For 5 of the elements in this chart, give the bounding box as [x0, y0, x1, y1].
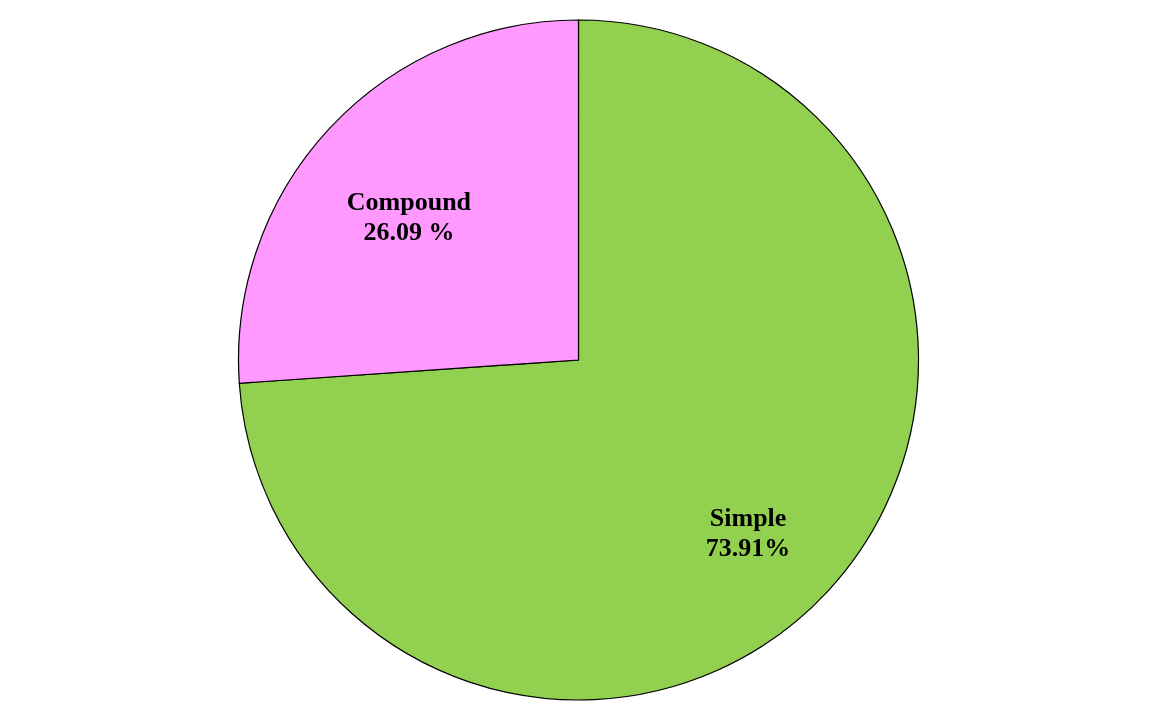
- slice-label: Compound: [346, 186, 472, 216]
- data-label: 26.09 %: [363, 216, 455, 246]
- slice-label: Simple: [709, 503, 787, 533]
- pie-slice: [238, 19, 920, 701]
- data-label: 73.91%: [705, 533, 791, 563]
